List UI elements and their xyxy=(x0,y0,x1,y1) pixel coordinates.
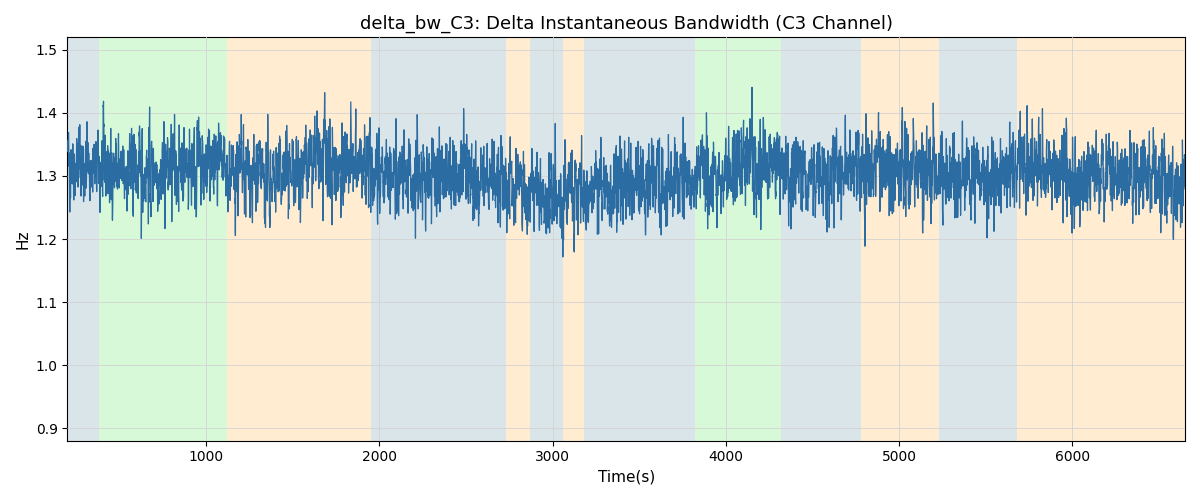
Bar xyxy=(860,38,938,440)
Bar xyxy=(98,38,227,440)
Title: delta_bw_C3: Delta Instantaneous Bandwidth (C3 Channel): delta_bw_C3: Delta Instantaneous Bandwid… xyxy=(360,15,893,34)
Bar xyxy=(505,38,530,440)
Bar xyxy=(67,38,98,440)
Bar xyxy=(695,38,781,440)
Y-axis label: Hz: Hz xyxy=(16,230,30,249)
Bar xyxy=(371,38,505,440)
Bar xyxy=(530,38,563,440)
Bar xyxy=(781,38,860,440)
Bar xyxy=(583,38,695,440)
Bar xyxy=(1016,38,1186,440)
X-axis label: Time(s): Time(s) xyxy=(598,470,655,485)
Bar xyxy=(227,38,371,440)
Bar xyxy=(938,38,1016,440)
Bar xyxy=(563,38,583,440)
